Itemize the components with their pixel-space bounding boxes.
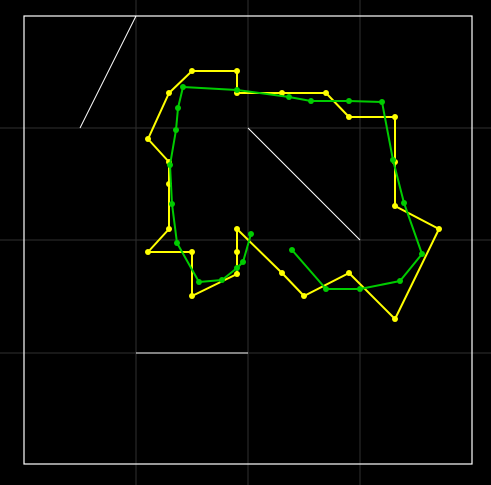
green-vertex-12 [180,84,186,90]
green-vertex-18 [196,279,202,285]
green-vertex-7 [379,99,385,105]
yellow-vertex-23 [279,90,285,96]
yellow-vertex-20 [392,114,398,120]
guide-lines [79,15,361,354]
yellow-vertex-14 [301,293,307,299]
green-polyline-layer [167,84,425,292]
yellow-vertex-12 [234,226,240,232]
green-vertex-22 [248,231,254,237]
guide-line-0 [79,15,137,129]
green-vertex-5 [401,200,407,206]
green-vertex-19 [219,277,225,283]
yellow-vertex-1 [189,68,195,74]
green-vertex-0 [289,247,295,253]
guide-line-1 [247,127,361,241]
yellow-vertex-9 [189,293,195,299]
green-vertex-21 [240,259,246,265]
yellow-vertex-10 [234,271,240,277]
green-vertex-8 [346,98,352,104]
yellow-vertex-22 [323,90,329,96]
yellow-vertex-17 [436,226,442,232]
frame-rectangle [23,15,473,465]
green-vertex-13 [175,105,181,111]
green-vertex-9 [308,98,314,104]
yellow-vertex-21 [346,114,352,120]
green-vertex-1 [323,286,329,292]
yellow-vertex-0 [234,68,240,74]
green-vertex-17 [174,240,180,246]
yellow-vertex-2 [166,90,172,96]
yellow-vertex-13 [279,270,285,276]
yellow-vertex-18 [392,203,398,209]
green-vertex-11 [234,87,240,93]
green-vertex-2 [357,286,363,292]
yellow-vertex-6 [166,226,172,232]
yellow-vertex-8 [189,249,195,255]
yellow-vertex-7 [145,249,151,255]
yellow-vertex-3 [145,136,151,142]
green-vertex-10 [286,94,292,100]
green-vertex-6 [390,157,396,163]
yellow-vertex-11 [234,249,240,255]
green-vertex-16 [169,201,175,207]
green-vertex-3 [397,278,403,284]
green-vertex-14 [173,127,179,133]
frame-border [23,15,473,465]
green-vertex-15 [167,162,173,168]
green-vertex-4 [419,251,425,257]
yellow-vertex-16 [392,316,398,322]
green-vertex-20 [234,265,240,271]
yellow-vertex-15 [346,270,352,276]
